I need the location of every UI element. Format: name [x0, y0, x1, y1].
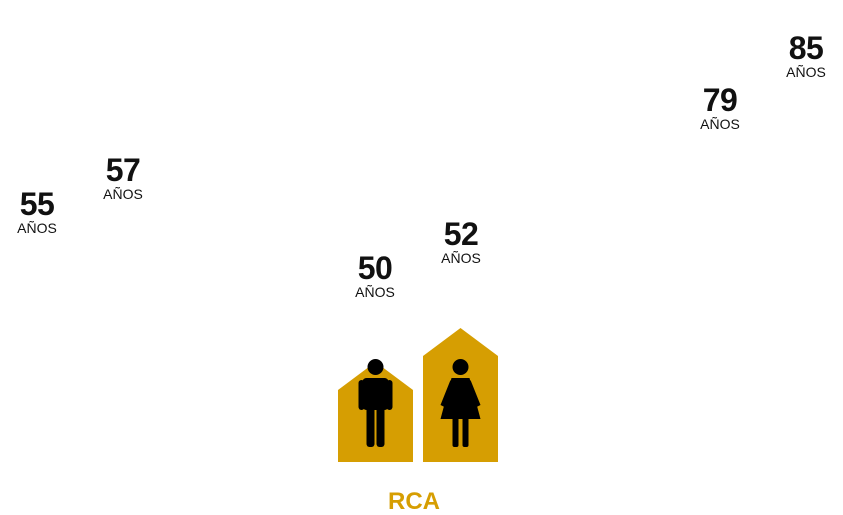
value-unit: AÑOS — [786, 64, 826, 80]
reference-label-79: 79 AÑOS — [691, 84, 749, 131]
value-number: 79 — [702, 82, 738, 118]
reference-label-55: 55 AÑOS — [8, 188, 66, 235]
reference-label-85: 85 AÑOS — [777, 32, 835, 79]
value-unit: AÑOS — [17, 220, 57, 236]
value-unit: AÑOS — [103, 186, 143, 202]
bar-male — [338, 362, 413, 462]
value-label-male: 50 AÑOS — [345, 252, 405, 299]
value-label-female: 52 AÑOS — [431, 218, 491, 265]
reference-label-57: 57 AÑOS — [94, 154, 152, 201]
value-number: 50 — [357, 250, 393, 286]
country-label-rca: RCA — [388, 488, 440, 515]
value-number: 85 — [788, 30, 824, 66]
value-unit: AÑOS — [355, 284, 395, 300]
man-icon — [358, 359, 393, 447]
value-number: 55 — [19, 186, 55, 222]
value-unit: AÑOS — [700, 116, 740, 132]
value-number: 57 — [105, 152, 141, 188]
value-number: 52 — [443, 216, 479, 252]
woman-icon — [440, 359, 481, 447]
value-unit: AÑOS — [441, 250, 481, 266]
